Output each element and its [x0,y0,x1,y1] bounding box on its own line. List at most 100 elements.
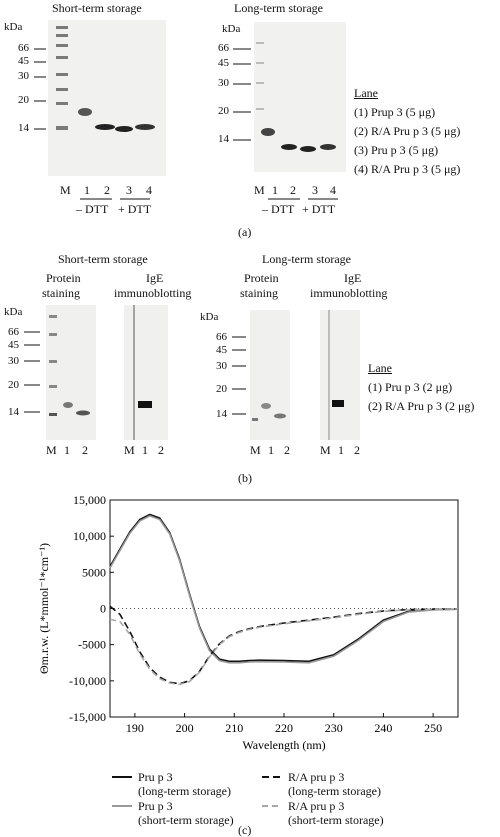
b-ige-lane-2: 2 [158,443,164,457]
lane-legend-a: Lane (1) Prup 3 (5 μg) (2) R/A Pru p 3 (… [354,86,460,181]
legend-swatch-long-prup3 [112,776,132,778]
panel-b-short-title: Short-term storage [58,252,148,266]
kda-label-b-long: kDa [200,311,219,323]
b-lane-2: 2 [82,443,88,457]
band-long-lane1 [261,128,275,136]
marker-ladder-long [256,42,264,110]
plus-dtt-label: + DTT [118,202,152,216]
y-tick-label: 10,000 [73,529,106,543]
marker-ticks-b-long [232,336,246,415]
lane-long-m: M [254,183,265,197]
b-long-lane-2: 2 [284,443,290,457]
gel-a-long [254,22,346,172]
y-tick-label: -5000 [78,638,106,652]
marker-30: 30 [18,70,29,82]
legend-b-item-2: (2) R/A Pru p 3 (2 μg) [368,399,475,413]
panel-a-long-title: Long-term storage [234,1,323,15]
series-line-3 [109,605,459,685]
b-marker-66: 66 [8,326,19,338]
x-tick-label: 200 [176,721,194,735]
panel-b-long-title: Long-term storage [262,252,351,266]
band-lane2 [95,124,115,130]
b-long-marker-20: 20 [216,383,227,395]
marker-14: 14 [18,122,29,134]
legend-swatch-short-ra [262,805,282,807]
lane-long-4: 4 [330,183,336,197]
band-lane3 [115,126,133,132]
b-ige-lane-1: 1 [142,443,148,457]
b-long-marker-66: 66 [216,331,227,343]
b-ige-lane-m: M [124,443,135,457]
x-tick-label: 250 [424,721,442,735]
y-tick-label: 0 [100,602,106,616]
band-long-lane2 [281,144,297,150]
marker-long-30: 30 [218,77,229,89]
gel-a-short-bands [48,20,166,176]
protein-staining-long-1: Protein [244,271,279,285]
ige-short-2: immunoblotting [114,286,192,300]
legend-a-title: Lane [354,86,378,100]
dtt-bars-a-short [80,198,150,200]
legend-swatch-short-prup3 [112,805,132,807]
y-axis-label: Θm.r.w. (L*mmol⁻¹*cm⁻¹) [37,543,51,674]
legend-b-item-1: (1) Pru p 3 (2 μg) [368,380,453,394]
kda-label-a-short: kDa [4,21,23,33]
b-marker-20: 20 [8,379,19,391]
band-long-lane4 [320,144,336,150]
band-lane1 [78,108,92,116]
series-line-2 [109,515,459,664]
b-long-marker-14: 14 [216,408,227,420]
b-marker-14: 14 [8,406,19,418]
gel-a-short [48,20,166,176]
marker-long-45: 45 [218,57,229,69]
legend-prup3-short-2: (short-term storage) [138,813,234,827]
band-long-lane3 [300,146,316,152]
series-line-1 [109,513,459,663]
b-long-marker-30: 30 [216,360,227,372]
kda-label-a-long: kDa [222,23,241,35]
lane-long-2: 2 [290,183,296,197]
b-long-ige-lane-2: 2 [354,443,360,457]
marker-ticks-a-long [233,48,251,141]
lane-label-4: 4 [146,183,152,197]
marker-20: 20 [18,94,29,106]
legend-a-item-2: (2) R/A Pru p 3 (5 μg) [354,124,461,138]
b-long-marker-45: 45 [216,344,227,356]
caption-c: (c) [238,823,252,837]
minus-dtt-label: – DTT [76,202,109,216]
band-lane4 [135,124,155,130]
y-tick-label: -10,000 [69,674,106,688]
marker-45: 45 [18,55,29,67]
b-long-lane-m: M [250,443,261,457]
lane-long-1: 1 [272,183,278,197]
x-axis-label: Wavelength (nm) [242,738,325,752]
protein-staining-long-2: staining [240,286,278,300]
marker-66: 66 [18,42,29,54]
x-tick-label: 220 [275,721,293,735]
y-tick-label: 5000 [82,565,106,579]
lane-label-m: M [60,183,71,197]
lane-label-1: 1 [84,183,90,197]
gel-b-long-ige [320,310,360,440]
legend-ra-short-2: (short-term storage) [288,813,384,827]
b-marker-30: 30 [8,355,19,367]
b-long-lane-1: 1 [268,443,274,457]
cd-spectrum-chart: 15,000 10,000 5000 0 -5000 -10,000 -15,000 190 2… [37,493,459,752]
x-tick-label: 210 [225,721,243,735]
marker-long-66: 66 [218,42,229,54]
lane-label-2: 2 [104,183,110,197]
gel-a-long-bands [254,22,346,172]
ige-long-1: IgE [344,271,362,285]
x-tick-label: 230 [325,721,343,735]
panel-a-short-title: Short-term storage [52,1,142,15]
lane-label-3: 3 [126,183,132,197]
marker-ticks-a-short [34,48,46,130]
y-tick-label: 15,000 [73,493,106,507]
gel-b-short-ige [124,305,168,440]
y-tick-label: -15,000 [69,710,106,724]
dtt-bars-a-long [268,198,338,200]
lane-long-3: 3 [312,183,318,197]
gel-b-short-staining [46,305,96,440]
legend-swatch-long-ra [262,776,282,778]
legend-a-item-3: (3) Pru p 3 (5 μg) [354,143,439,157]
